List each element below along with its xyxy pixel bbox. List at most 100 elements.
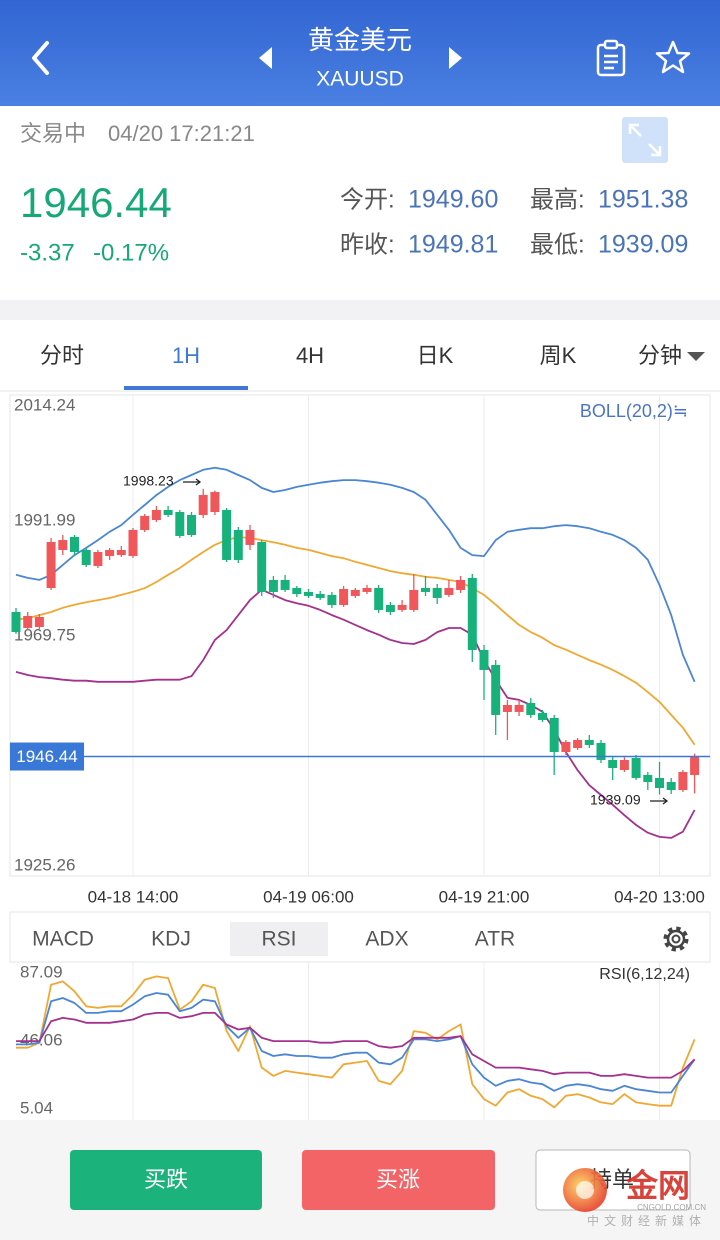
candle-body	[81, 549, 91, 565]
watermark: 金网 CNGOLD.COM.CN 中文财经新媒体	[563, 1167, 706, 1228]
period-tab[interactable]: 周K	[540, 343, 577, 368]
candle-body	[304, 591, 313, 596]
indicator-line	[16, 975, 696, 1109]
buy-button[interactable]	[302, 1150, 495, 1210]
candle-body	[339, 588, 349, 605]
candle-body	[584, 739, 594, 745]
candle-body	[538, 712, 547, 720]
y-tick-label: 2014.24	[14, 395, 75, 414]
trade-time: 04/20 17:21:21	[108, 121, 255, 146]
fullscreen-button[interactable]	[622, 117, 668, 163]
prev-symbol[interactable]	[259, 47, 272, 69]
notes-button[interactable]	[596, 39, 626, 77]
candle-body	[456, 579, 466, 590]
back-button[interactable]	[32, 41, 49, 75]
period-tab[interactable]: 日K	[417, 343, 454, 368]
low-annotation: 1939.09	[590, 792, 641, 808]
indicator-tab-selected[interactable]: RSI	[261, 928, 296, 951]
candle-body	[432, 587, 442, 598]
indicator-label: RSI(6,12,24)	[599, 966, 690, 983]
settings-button[interactable]	[663, 926, 689, 952]
candle-body	[175, 511, 185, 536]
high-annotation: 1998.23	[123, 473, 174, 489]
period-tab[interactable]: 分时	[40, 343, 84, 368]
x-tick-label: 04-20 13:00	[614, 887, 705, 906]
candle-body	[491, 664, 501, 715]
candle-body	[34, 616, 44, 627]
candle-body	[222, 509, 232, 560]
separator	[0, 300, 720, 320]
candle-body	[655, 777, 664, 789]
current-price-label: 1946.44	[16, 747, 77, 766]
candle-body	[385, 604, 395, 612]
indicator-tab[interactable]: MACD	[32, 928, 94, 951]
stat-label: 最低:	[530, 231, 585, 258]
stat-value: 1939.09	[598, 231, 688, 259]
favorite-button[interactable]	[655, 40, 691, 74]
candle-body	[596, 742, 606, 760]
stat-label: 昨收:	[340, 231, 395, 258]
candle-body	[233, 529, 243, 560]
period-tab[interactable]: 4H	[296, 343, 324, 368]
indicator-tab[interactable]: ATR	[475, 928, 515, 951]
y-tick-label: 5.04	[20, 1098, 53, 1117]
x-tick-label: 04-19 06:00	[263, 887, 354, 906]
stat-label: 今开:	[340, 186, 395, 213]
candle-body	[549, 717, 559, 752]
watermark-domain: CNGOLD.COM.CN	[637, 1203, 706, 1212]
candle-body	[128, 529, 138, 556]
candle-body	[198, 494, 208, 515]
candle-body	[257, 541, 267, 592]
candle-body	[479, 649, 489, 670]
candle-body	[666, 782, 676, 791]
symbol-title: 黄金美元	[308, 25, 412, 55]
candle-body	[23, 615, 33, 628]
candle-body	[561, 741, 571, 752]
last-price: 1946.44	[20, 179, 172, 226]
candle-body	[210, 492, 220, 512]
watermark-brand: 金网	[625, 1167, 690, 1203]
indicator-tab[interactable]: KDJ	[151, 928, 191, 951]
period-tab-selected[interactable]: 1H	[172, 343, 200, 368]
indicator-tab[interactable]: ADX	[365, 928, 408, 951]
candle-body	[631, 757, 641, 778]
candle-body	[374, 587, 384, 610]
candle-body	[350, 589, 360, 596]
indicator-line	[16, 992, 696, 1094]
candle-body	[280, 579, 290, 590]
stat-label: 最高:	[530, 186, 585, 213]
candle-body	[116, 549, 126, 556]
indicator-line	[15, 536, 696, 746]
indicator-line	[16, 1012, 696, 1079]
next-symbol[interactable]	[449, 47, 462, 69]
y-tick-label: 87.09	[20, 962, 63, 981]
candle-body	[245, 529, 255, 545]
buy-button-label: 买涨	[376, 1167, 420, 1192]
price-change: -3.37	[20, 239, 75, 266]
candle-body	[467, 577, 477, 650]
price-change-pct: -0.17%	[93, 239, 169, 266]
annotation-arrow	[662, 797, 669, 805]
x-tick-label: 04-18 14:00	[88, 887, 179, 906]
indicator-tab-highlight	[230, 922, 328, 956]
candle-body	[11, 611, 21, 632]
indicator-line	[15, 466, 696, 683]
candle-body	[690, 756, 700, 775]
sell-button[interactable]	[70, 1150, 262, 1210]
stat-value: 1949.60	[408, 186, 498, 214]
indicator-label: BOLL(20,2)≒	[580, 401, 688, 421]
candle-body	[151, 509, 161, 521]
current-price-tag	[10, 742, 84, 771]
x-tick-label: 04-19 21:00	[439, 887, 530, 906]
candle-body	[46, 541, 56, 588]
candle-body	[58, 540, 68, 550]
chart-frame	[9, 394, 711, 877]
candle-body	[268, 579, 278, 592]
candle-body	[526, 702, 536, 715]
y-tick-label: 1925.26	[14, 856, 75, 875]
period-tab[interactable]: 分钟	[638, 343, 682, 368]
y-tick-label: 1991.99	[14, 511, 75, 530]
candle-body	[514, 704, 524, 712]
candle-body	[502, 704, 512, 712]
